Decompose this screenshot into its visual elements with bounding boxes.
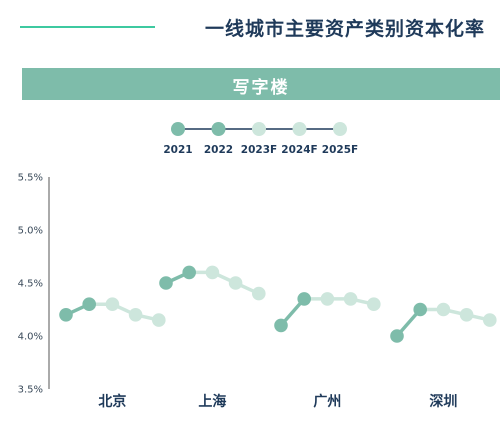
legend-label-2024f: 2024F <box>281 144 317 156</box>
data-point-2021 <box>274 318 288 333</box>
data-point-2021 <box>59 308 73 322</box>
data-point-2025f <box>152 313 166 327</box>
city-label: 深圳 <box>429 393 457 410</box>
legend-marker-2025f <box>333 122 347 136</box>
city-label: 北京 <box>98 393 126 410</box>
y-tick-label: 4.5% <box>18 279 43 290</box>
legend-marker-2022 <box>211 122 226 136</box>
data-point-2022 <box>297 292 312 306</box>
section-banner: 写字楼 <box>22 68 500 100</box>
y-tick-label: 4.0% <box>18 332 43 343</box>
data-point-2023f <box>436 302 451 317</box>
y-tick-label: 5.5% <box>18 173 43 184</box>
data-point-2023f <box>105 297 120 312</box>
y-tick-label: 3.5% <box>18 385 43 396</box>
data-point-2024f <box>459 308 474 322</box>
data-point-2023f <box>320 292 335 306</box>
data-point-2024f <box>228 276 243 290</box>
legend-label-2025f: 2025F <box>322 144 358 156</box>
legend-label-2021: 2021 <box>163 144 192 156</box>
city-label: 上海 <box>198 393 226 410</box>
data-point-2021 <box>159 276 173 290</box>
data-point-2024f <box>128 308 143 322</box>
legend-marker-2024f <box>292 122 307 136</box>
data-point-2025f <box>483 313 497 327</box>
section-label: 写字楼 <box>232 78 290 98</box>
data-point-2022 <box>82 297 96 312</box>
data-point-2025f <box>251 286 266 301</box>
data-point-2025f <box>367 297 381 312</box>
legend-marker-2023f <box>252 122 266 136</box>
y-tick-label: 5.0% <box>18 226 43 237</box>
data-point-2023f <box>205 265 220 280</box>
legend-label-2022: 2022 <box>204 144 233 156</box>
data-point-2022 <box>182 265 196 280</box>
data-point-2022 <box>413 302 428 317</box>
accent-rule <box>20 26 155 28</box>
legend-marker-2021 <box>171 122 185 136</box>
data-point-2024f <box>343 292 358 306</box>
page-title: 一线城市主要资产类别资本化率 <box>205 18 486 40</box>
legend-label-2023f: 2023F <box>241 144 277 156</box>
city-label: 广州 <box>313 393 341 410</box>
data-point-2021 <box>390 329 404 343</box>
